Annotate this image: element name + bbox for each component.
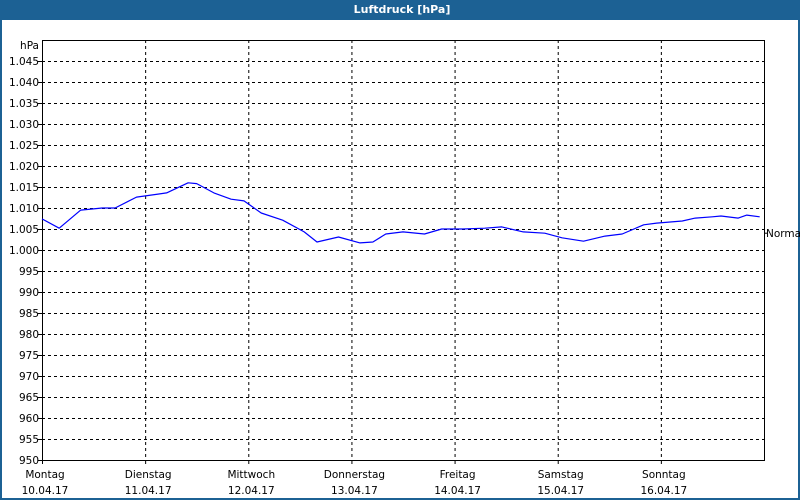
y-tick-label: 990 — [19, 287, 39, 299]
x-tick-date: 15.04.17 — [537, 485, 584, 497]
y-tick-label: 965 — [19, 392, 39, 404]
y-tick-label: 995 — [19, 266, 39, 278]
x-tick-date: 13.04.17 — [331, 485, 378, 497]
y-axis-unit: hPa — [20, 40, 39, 52]
y-tick-label: 1.035 — [9, 98, 39, 110]
x-tick-day: Sonntag — [642, 469, 686, 481]
y-tick-label: 1.045 — [9, 56, 39, 68]
normal-label: Normal — [766, 228, 800, 240]
x-tick-date: 12.04.17 — [228, 485, 275, 497]
y-tick-label: 955 — [19, 434, 39, 446]
y-tick-label: 970 — [19, 371, 39, 383]
y-tick-label: 1.010 — [9, 203, 39, 215]
y-tick-label: 980 — [19, 329, 39, 341]
x-tick-day: Dienstag — [125, 469, 172, 481]
x-tick-day: Mittwoch — [227, 469, 275, 481]
y-tick-label: 950 — [19, 455, 39, 467]
y-tick-label: 1.040 — [9, 77, 39, 89]
y-tick-label: 960 — [19, 413, 39, 425]
y-tick-label: 1.030 — [9, 119, 39, 131]
plot-frame — [42, 40, 765, 461]
y-tick-label: 985 — [19, 308, 39, 320]
x-tick-day: Donnerstag — [324, 469, 385, 481]
x-tick-day: Montag — [25, 469, 64, 481]
y-tick-label: 1.020 — [9, 161, 39, 173]
pressure-line — [41, 182, 760, 244]
y-tick-label: 1.005 — [9, 224, 39, 236]
x-tick-day: Samstag — [538, 469, 584, 481]
window-title: Luftdruck [hPa] — [2, 0, 800, 20]
x-tick-date: 16.04.17 — [640, 485, 687, 497]
y-tick-label: 1.015 — [9, 182, 39, 194]
x-tick-date: 14.04.17 — [434, 485, 481, 497]
x-tick-day: Freitag — [440, 469, 476, 481]
x-tick-date: 10.04.17 — [22, 485, 69, 497]
x-tick-date: 11.04.17 — [125, 485, 172, 497]
y-tick-label: 975 — [19, 350, 39, 362]
y-tick-label: 1.025 — [9, 140, 39, 152]
y-tick-label: 1.000 — [9, 245, 39, 257]
